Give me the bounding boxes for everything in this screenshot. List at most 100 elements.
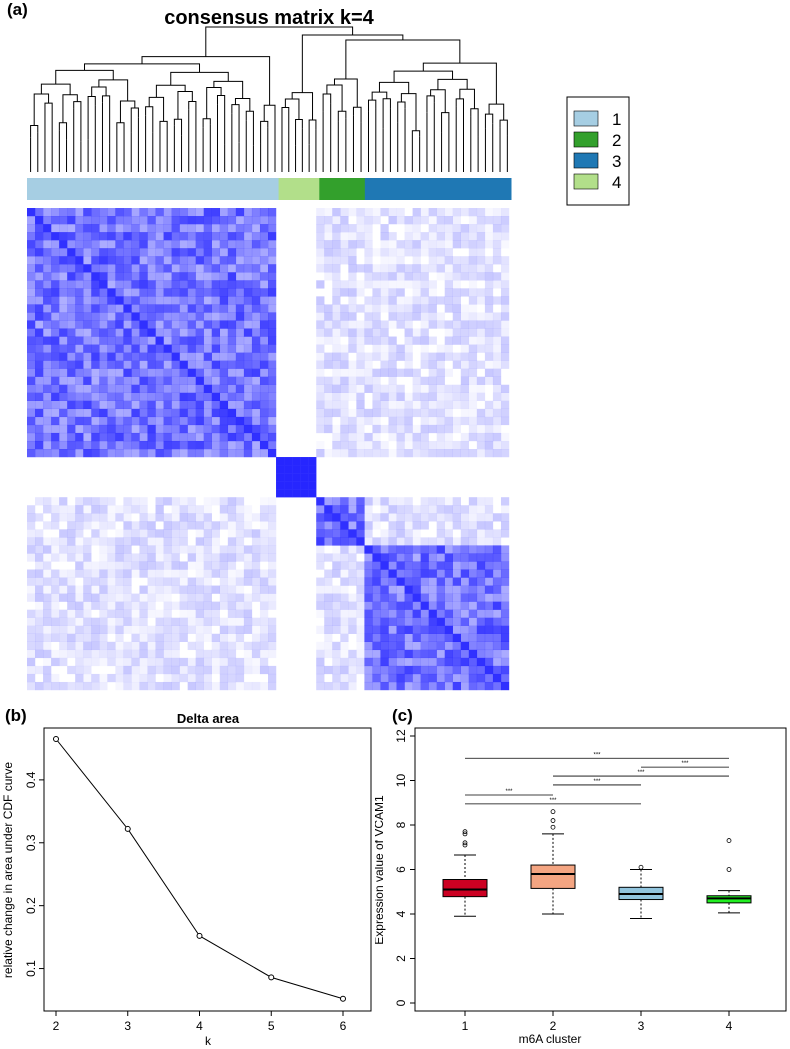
heatmap-cell (436, 521, 445, 530)
heatmap-cell (27, 312, 36, 321)
heatmap-cell (389, 240, 397, 248)
heatmap-cell (147, 585, 156, 594)
heatmap-cell (412, 280, 421, 289)
heatmap-cell (179, 384, 188, 393)
heatmap-cell (484, 416, 494, 426)
heatmap-cell (316, 601, 325, 610)
heatmap-cell (268, 232, 277, 241)
heatmap-cell (476, 625, 486, 634)
heatmap-cell (428, 673, 437, 683)
heatmap-cell (484, 240, 494, 249)
heatmap-cell (131, 505, 140, 514)
heatmap-cell (380, 224, 389, 233)
heatmap-cell (444, 545, 453, 554)
heatmap-cell (340, 505, 349, 514)
heatmap-cell (396, 392, 405, 401)
heatmap-cell (131, 264, 140, 273)
heatmap-cell (259, 545, 269, 554)
heatmap-cell (107, 416, 116, 426)
heatmap-cell (243, 657, 253, 667)
heatmap-cell (380, 384, 389, 393)
heatmap-cell (484, 497, 494, 506)
heatmap-cell (500, 360, 510, 369)
heatmap-cell (83, 569, 92, 578)
heatmap-cell (171, 521, 180, 530)
heatmap-cell (187, 288, 196, 297)
heatmap-cell (67, 521, 76, 530)
heatmap-cell (348, 497, 357, 506)
heatmap-cell (43, 408, 52, 418)
heatmap-cell (500, 320, 510, 329)
heatmap-cell (195, 344, 204, 353)
heatmap-cell (147, 665, 156, 675)
heatmap-cell (348, 409, 356, 417)
heatmap-cell (27, 400, 36, 410)
heatmap-cell (268, 360, 277, 369)
heatmap-cell (43, 248, 52, 257)
heatmap-cell (123, 416, 132, 426)
heatmap-cell (195, 392, 204, 401)
heatmap-cell (412, 657, 421, 667)
heatmap-cell (155, 272, 164, 281)
heatmap-cell (380, 681, 389, 691)
heatmap-cell (147, 360, 156, 369)
heatmap-cell (139, 352, 148, 361)
heatmap-cell (444, 256, 453, 265)
heatmap-cell (259, 376, 269, 385)
heatmap-cell (235, 665, 245, 675)
heatmap-cell (324, 577, 333, 586)
heatmap-cell (139, 569, 148, 578)
heatmap-cell (500, 529, 510, 538)
heatmap-cell (316, 256, 325, 265)
heatmap-cell (484, 256, 494, 265)
heatmap-cell (107, 280, 116, 289)
heatmap-cell (404, 537, 413, 546)
heatmap-cell (195, 529, 204, 538)
heatmap-cell (452, 513, 461, 522)
heatmap-cell (203, 248, 212, 257)
heatmap-cell (123, 232, 132, 241)
heatmap-cell (404, 505, 413, 514)
heatmap-cell (35, 641, 44, 651)
heatmap-cell (59, 577, 68, 586)
heatmap-cell (195, 521, 204, 530)
heatmap-cell (91, 585, 100, 594)
heatmap-cell (316, 657, 325, 667)
x-tick-label: 4 (196, 1019, 203, 1033)
heatmap-cell (99, 232, 108, 241)
heatmap-cell (452, 360, 461, 369)
heatmap-cell (259, 649, 269, 659)
heatmap-cell (123, 336, 132, 345)
heatmap-cell (203, 601, 212, 610)
heatmap-cell (444, 264, 453, 273)
heatmap-cell (412, 633, 421, 642)
dendrogram-branch (30, 125, 39, 138)
heatmap-cell (195, 272, 204, 281)
heatmap-cell (131, 312, 140, 321)
heatmap-cell (27, 505, 36, 514)
heatmap-cell (131, 368, 140, 377)
heatmap-cell (195, 232, 204, 241)
heatmap-cell (388, 336, 397, 345)
heatmap-cell (75, 288, 84, 297)
heatmap-cell (428, 593, 437, 602)
heatmap-cell (332, 440, 341, 450)
heatmap-cell (268, 545, 277, 554)
heatmap-cell (83, 280, 92, 289)
heatmap-cell (420, 288, 429, 297)
heatmap-cell (51, 288, 60, 297)
heatmap-cell (436, 320, 445, 329)
heatmap-cell (324, 216, 333, 225)
heatmap-cell (171, 577, 180, 586)
heatmap-cell (203, 368, 212, 377)
heatmap-cell (324, 336, 333, 345)
heatmap-cell (179, 256, 188, 265)
heatmap-cell (67, 641, 76, 651)
heatmap-cell (388, 633, 397, 642)
heatmap-cell (372, 416, 381, 426)
heatmap-cell (155, 216, 164, 225)
heatmap-cell (436, 513, 445, 522)
heatmap-cell (259, 232, 269, 241)
heatmap-cell (179, 601, 188, 610)
heatmap-cell (268, 240, 277, 249)
